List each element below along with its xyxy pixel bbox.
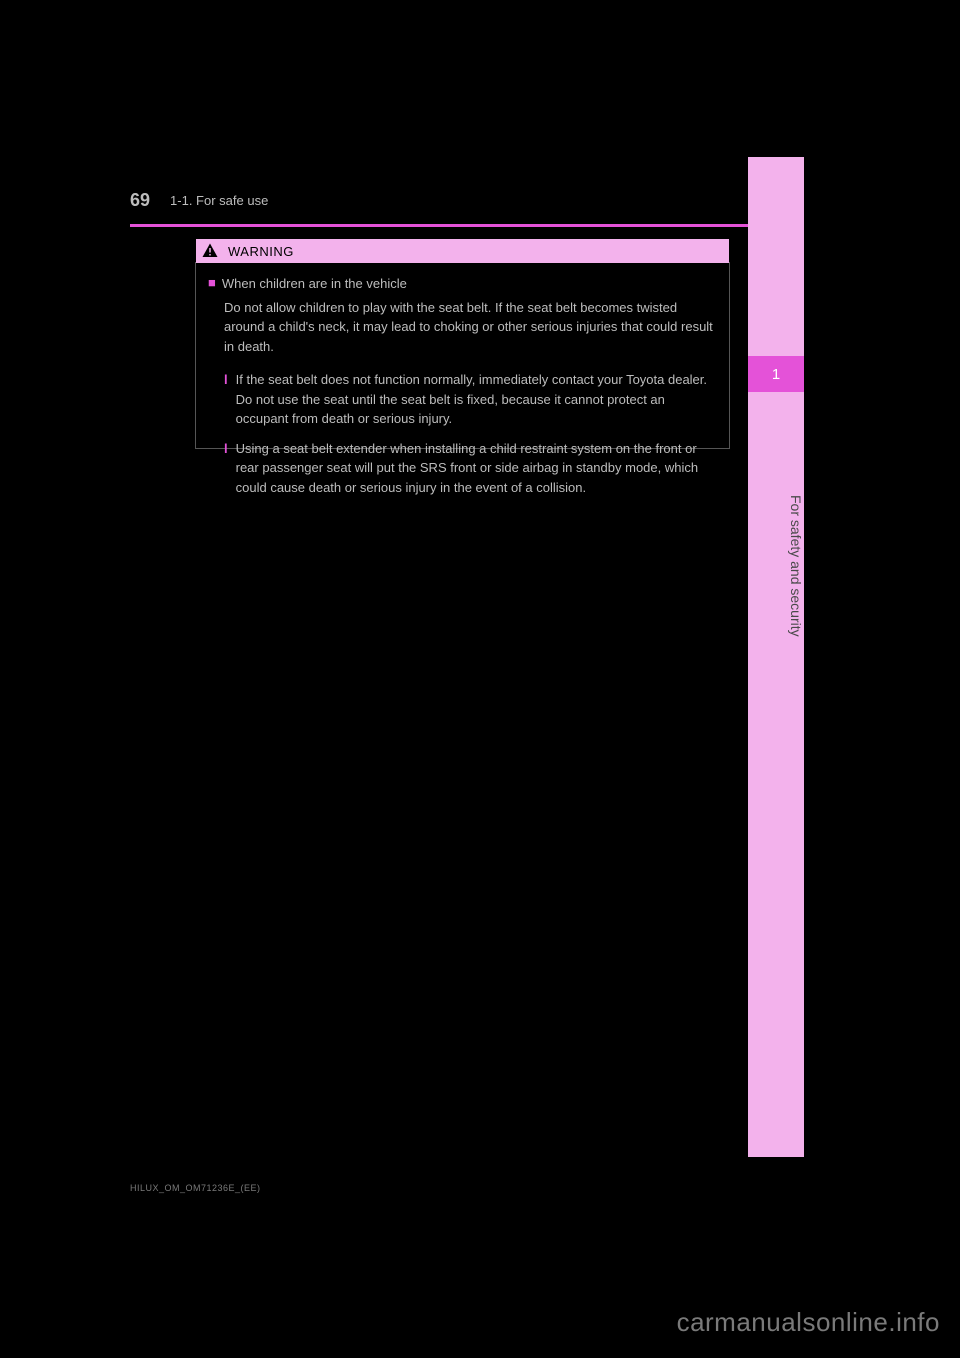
manual-page: 69 1-1. For safe use 1 For safety and se… xyxy=(0,0,960,1358)
square-bullet-icon: ■ xyxy=(208,273,216,293)
bullet-icon: l xyxy=(224,370,228,429)
document-code: HILUX_OM_OM71236E_(EE) xyxy=(130,1183,261,1193)
content-heading-row: ■ When children are in the vehicle xyxy=(208,274,718,294)
section-reference: 1-1. For safe use xyxy=(170,193,268,208)
page-header: 69 1-1. For safe use xyxy=(130,180,748,220)
content-paragraph-1: Do not allow children to play with the s… xyxy=(224,298,718,357)
warning-banner: WARNING xyxy=(195,238,730,264)
content-heading: When children are in the vehicle xyxy=(222,276,407,291)
bullet-text: Using a seat belt extender when installi… xyxy=(236,439,718,498)
list-item: l Using a seat belt extender when instal… xyxy=(224,439,718,498)
warning-label: WARNING xyxy=(228,244,294,259)
header-divider xyxy=(130,224,748,227)
chapter-label: For safety and security xyxy=(748,410,804,716)
watermark-text: carmanualsonline.info xyxy=(677,1307,940,1338)
chapter-tab: 1 xyxy=(748,356,804,392)
warning-triangle-icon xyxy=(198,239,222,263)
list-item: l If the seat belt does not function nor… xyxy=(224,370,718,429)
page-number: 69 xyxy=(130,190,150,211)
bullet-icon: l xyxy=(224,439,228,498)
chapter-number: 1 xyxy=(772,366,780,383)
bullet-text: If the seat belt does not function norma… xyxy=(236,370,718,429)
warning-content: ■ When children are in the vehicle Do not… xyxy=(208,274,718,507)
